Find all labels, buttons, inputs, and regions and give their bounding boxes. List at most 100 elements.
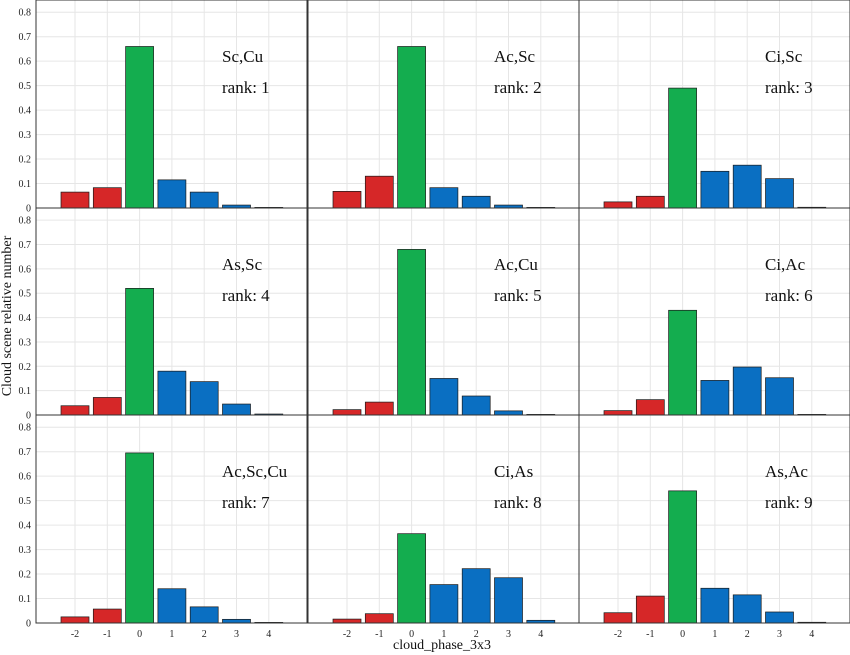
bar-3 — [494, 410, 523, 416]
bar-0 — [397, 46, 426, 209]
x-tick-label: 0 — [409, 629, 414, 640]
bar-3 — [494, 577, 523, 624]
chart-panels: 0 0.1 0.2 0.3 0.4 0.5 0.6 0.7 0.8 Sc,Cu rank: 1 Ac,… — [19, 0, 850, 640]
bar-2 — [461, 195, 491, 209]
x-tick-label: 0 — [680, 629, 685, 640]
bar-0 — [125, 46, 154, 209]
x-tick-label: 2 — [202, 629, 207, 640]
y-tick-label: 0.7 — [19, 447, 32, 458]
y-tick-label: 0.2 — [19, 570, 32, 581]
panel-rank-label: rank: 7 — [222, 493, 270, 512]
panel-3: Ci,Sc rank: 3 — [578, 0, 850, 209]
panel-rank-label: rank: 9 — [765, 493, 813, 512]
panel-rank-label: rank: 1 — [222, 78, 270, 97]
panel-5: Ac,Cu rank: 5 — [307, 207, 580, 416]
bar--2 — [332, 191, 362, 209]
bar--1 — [92, 187, 122, 209]
bar--1 — [364, 613, 394, 624]
y-tick-label: 0.6 — [19, 472, 32, 483]
y-tick-label: 0.1 — [19, 179, 32, 190]
y-tick-label: 0.8 — [19, 8, 32, 19]
panel-cloud-type-label: Ci,Ac — [765, 255, 806, 274]
y-tick-label: 0 — [26, 619, 31, 630]
bar-3 — [765, 178, 794, 209]
bar-1 — [700, 587, 730, 624]
bar--2 — [603, 201, 633, 209]
y-tick-label: 0.3 — [19, 130, 32, 141]
bar-1 — [157, 370, 187, 416]
y-tick-label: 0.1 — [19, 386, 32, 397]
x-tick-label: 4 — [538, 629, 543, 640]
bar-0 — [125, 288, 154, 416]
panel-rank-label: rank: 5 — [494, 286, 542, 305]
panel-1: 0 0.1 0.2 0.3 0.4 0.5 0.6 0.7 0.8 Sc,Cu rank: 1 — [19, 0, 308, 215]
panel-cloud-type-label: Sc,Cu — [222, 47, 264, 66]
x-tick-label: 1 — [169, 629, 174, 640]
panel-cloud-type-label: Ac,Cu — [494, 255, 538, 274]
bar-0 — [668, 309, 697, 416]
bar-2 — [189, 606, 219, 624]
x-tick-label: -2 — [71, 629, 79, 640]
bar-1 — [157, 179, 187, 209]
bar-0 — [668, 490, 697, 624]
x-tick-label: 1 — [712, 629, 717, 640]
y-tick-label: 0.7 — [19, 32, 32, 43]
bar--2 — [332, 618, 362, 624]
bar-2 — [732, 366, 762, 416]
x-tick-label: -1 — [646, 629, 654, 640]
bar-2 — [732, 594, 762, 624]
x-tick-label: -1 — [375, 629, 383, 640]
panel-rank-label: rank: 6 — [765, 286, 813, 305]
x-tick-label: 1 — [441, 629, 446, 640]
y-tick-label: 0.7 — [19, 240, 32, 251]
x-tick-label: -1 — [103, 629, 111, 640]
x-tick-label: 3 — [234, 629, 239, 640]
x-tick-label: 3 — [506, 629, 511, 640]
panel-rank-label: rank: 8 — [494, 493, 542, 512]
y-tick-label: 0.5 — [19, 496, 32, 507]
bar-0 — [397, 249, 426, 416]
panel-cloud-type-label: As,Ac — [765, 462, 808, 481]
panel-6: Ci,Ac rank: 6 — [578, 207, 850, 416]
panel-cloud-type-label: Ci,As — [494, 462, 533, 481]
panel-4: 0 0.1 0.2 0.3 0.4 0.5 0.6 0.7 0.8 As,Sc rank: 4 — [19, 207, 308, 422]
bar-0 — [125, 452, 154, 624]
panel-7: 0 0.1 0.2 0.3 0.4 0.5 0.6 0.7 0.8 -2 -1 0 1 2 3 4 Ac,Sc,… — [19, 414, 308, 640]
y-tick-label: 0.4 — [19, 313, 32, 324]
x-tick-label: 2 — [474, 629, 479, 640]
y-tick-label: 0.5 — [19, 81, 32, 92]
panel-cloud-type-label: As,Sc — [222, 255, 263, 274]
x-tick-label: 2 — [745, 629, 750, 640]
y-tick-label: 0.6 — [19, 57, 32, 68]
x-tick-label: -2 — [343, 629, 351, 640]
y-tick-label: 0.2 — [19, 362, 32, 373]
y-tick-label: 0.8 — [19, 423, 32, 434]
y-tick-label: 0.4 — [19, 521, 32, 532]
bar--1 — [92, 397, 122, 416]
panel-8: -2 -1 0 1 2 3 4 Ci,As rank: 8 — [307, 414, 580, 640]
bar-1 — [429, 187, 459, 209]
bar-1 — [157, 588, 187, 624]
bar--2 — [60, 616, 90, 624]
bar--2 — [60, 191, 90, 209]
y-tick-label: 0.2 — [19, 155, 32, 166]
bar--1 — [92, 608, 122, 624]
bar--1 — [364, 401, 394, 416]
y-tick-label: 0.8 — [19, 216, 32, 227]
y-tick-label: 0.1 — [19, 594, 32, 605]
bar-2 — [189, 381, 219, 416]
bar-3 — [222, 618, 251, 624]
y-tick-label: 0.3 — [19, 545, 32, 556]
bar--2 — [603, 612, 633, 624]
bar--1 — [635, 595, 665, 624]
bar-3 — [222, 403, 251, 416]
bar--1 — [635, 195, 665, 209]
panel-rank-label: rank: 3 — [765, 78, 813, 97]
y-tick-label: 0.5 — [19, 289, 32, 300]
x-tick-label: 3 — [777, 629, 782, 640]
bar-0 — [397, 533, 426, 624]
panel-9: -2 -1 0 1 2 3 4 As,Ac rank: 9 — [578, 414, 850, 640]
bar-1 — [429, 584, 459, 624]
panel-rank-label: rank: 2 — [494, 78, 542, 97]
